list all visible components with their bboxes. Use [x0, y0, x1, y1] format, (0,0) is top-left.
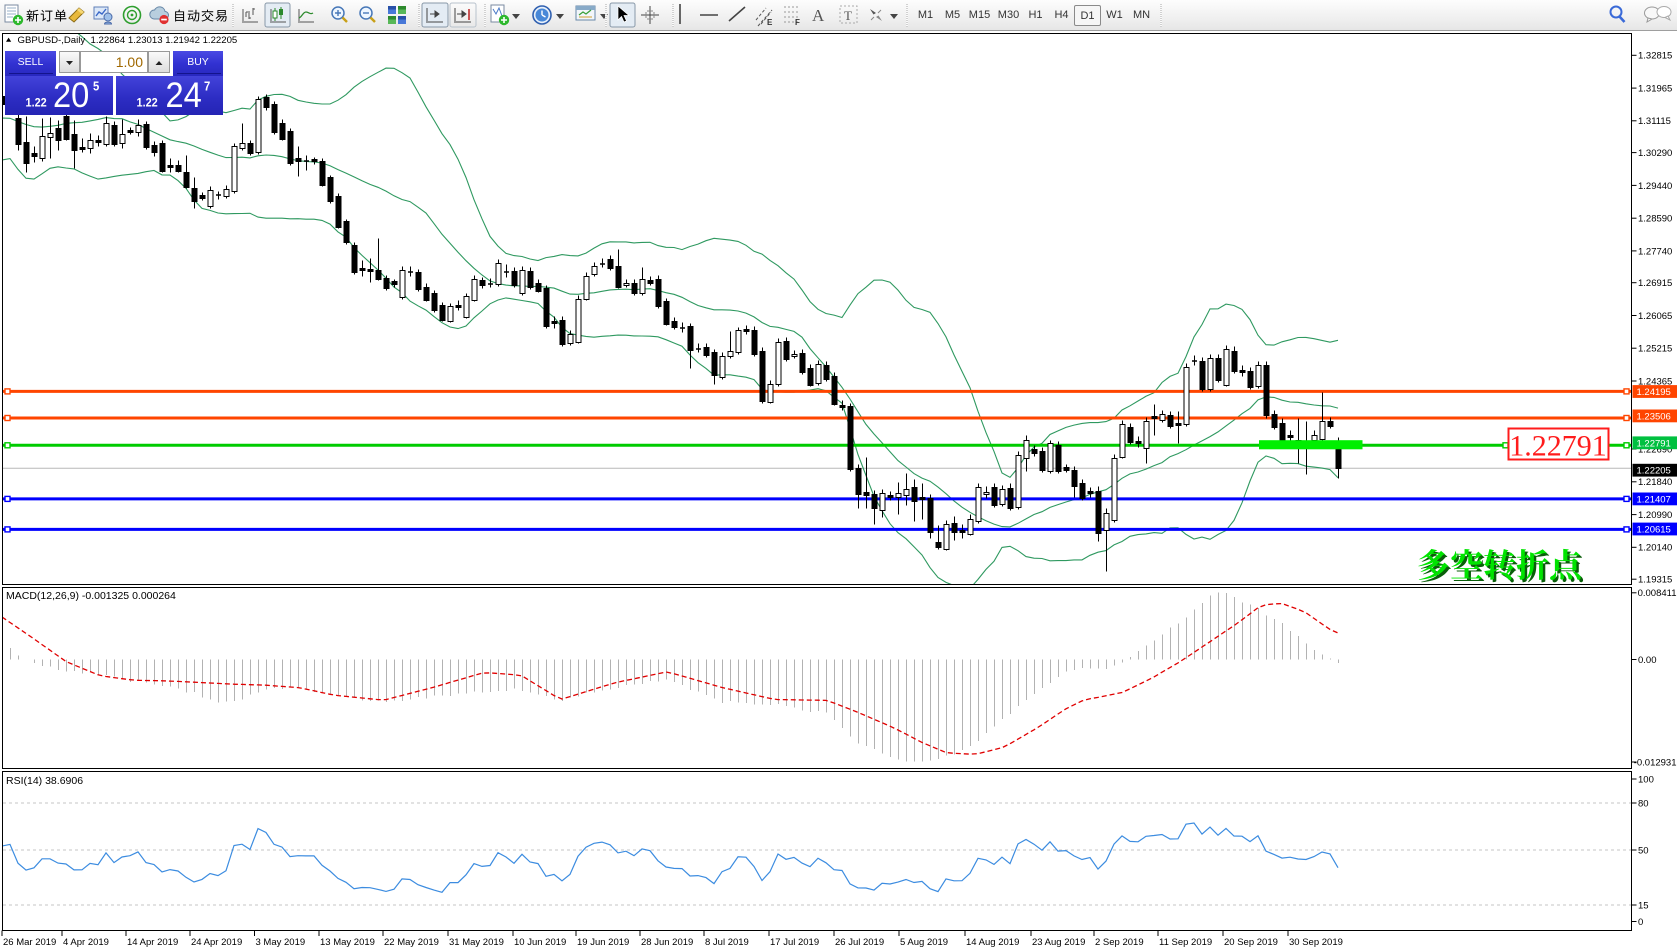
- svg-text:50: 50: [1638, 845, 1649, 856]
- svg-text:1.27740: 1.27740: [1638, 246, 1672, 257]
- svg-text:1.26915: 1.26915: [1638, 278, 1672, 289]
- svg-text:20 Sep 2019: 20 Sep 2019: [1224, 937, 1278, 948]
- svg-text:1.31965: 1.31965: [1638, 84, 1672, 95]
- svg-text:0: 0: [1638, 917, 1643, 928]
- svg-text:1.25215: 1.25215: [1638, 344, 1672, 355]
- svg-text:0.008411: 0.008411: [1638, 588, 1677, 599]
- svg-text:A: A: [812, 6, 825, 25]
- svg-text:1.23506: 1.23506: [1637, 411, 1671, 422]
- svg-text:1.19315: 1.19315: [1638, 575, 1672, 586]
- svg-text:1.28590: 1.28590: [1638, 214, 1672, 225]
- svg-text:100: 100: [1638, 774, 1654, 785]
- svg-text:7: 7: [204, 79, 211, 94]
- svg-text:5 Aug 2019: 5 Aug 2019: [900, 937, 948, 948]
- svg-text:17 Jul 2019: 17 Jul 2019: [770, 937, 819, 948]
- svg-text:23 Aug 2019: 23 Aug 2019: [1032, 937, 1085, 948]
- svg-text:1.31115: 1.31115: [1638, 116, 1671, 127]
- svg-text:T: T: [844, 8, 852, 23]
- svg-text:0.00: 0.00: [1638, 655, 1657, 666]
- svg-text:30 Sep 2019: 30 Sep 2019: [1289, 937, 1343, 948]
- svg-text:1.32815: 1.32815: [1638, 51, 1672, 62]
- svg-text:1.30290: 1.30290: [1638, 148, 1672, 159]
- svg-text:1.22: 1.22: [137, 97, 158, 109]
- svg-text:22 May 2019: 22 May 2019: [384, 937, 439, 948]
- svg-text:31 May 2019: 31 May 2019: [449, 937, 504, 948]
- svg-text:5: 5: [93, 79, 100, 94]
- svg-text:F: F: [795, 18, 800, 27]
- svg-text:28 Jun 2019: 28 Jun 2019: [641, 937, 693, 948]
- svg-text:1.22: 1.22: [26, 97, 47, 109]
- svg-text:14 Apr 2019: 14 Apr 2019: [127, 937, 178, 948]
- svg-text:3 May 2019: 3 May 2019: [256, 937, 306, 948]
- svg-text:1.26065: 1.26065: [1638, 311, 1672, 322]
- svg-text:MACD(12,26,9) -0.001325 0.0002: MACD(12,26,9) -0.001325 0.000264: [6, 590, 176, 602]
- svg-text:1.22791: 1.22791: [1509, 430, 1607, 463]
- svg-text:2 Sep 2019: 2 Sep 2019: [1095, 937, 1144, 948]
- svg-text:1.21407: 1.21407: [1637, 494, 1671, 505]
- svg-text:10 Jun 2019: 10 Jun 2019: [514, 937, 566, 948]
- svg-text:8 Jul 2019: 8 Jul 2019: [705, 937, 749, 948]
- svg-text:24 Apr 2019: 24 Apr 2019: [191, 937, 242, 948]
- svg-text:1.29440: 1.29440: [1638, 181, 1672, 192]
- svg-text:-0.012931: -0.012931: [1634, 757, 1677, 768]
- svg-text:26 Jul 2019: 26 Jul 2019: [835, 937, 884, 948]
- svg-text:GBPUSD-,Daily 1.22864 1.23013: GBPUSD-,Daily 1.22864 1.23013 1.21942 1.…: [18, 35, 238, 46]
- svg-text:20: 20: [53, 76, 89, 115]
- svg-text:RSI(14) 38.6906: RSI(14) 38.6906: [6, 775, 83, 787]
- svg-text:13 May 2019: 13 May 2019: [320, 937, 375, 948]
- svg-text:26 Mar 2019: 26 Mar 2019: [3, 937, 56, 948]
- svg-text:24: 24: [166, 76, 202, 115]
- svg-text:1.22205: 1.22205: [1637, 466, 1671, 477]
- svg-text:E: E: [767, 18, 773, 27]
- svg-text:19 Jun 2019: 19 Jun 2019: [577, 937, 629, 948]
- svg-text:14 Aug 2019: 14 Aug 2019: [966, 937, 1019, 948]
- svg-text:1.20990: 1.20990: [1638, 510, 1672, 521]
- svg-text:1.24195: 1.24195: [1637, 387, 1671, 398]
- svg-text:1.20140: 1.20140: [1638, 543, 1672, 554]
- svg-text:1.21840: 1.21840: [1638, 477, 1672, 488]
- svg-text:1.22791: 1.22791: [1637, 438, 1671, 449]
- svg-text:1.24365: 1.24365: [1638, 376, 1672, 387]
- svg-text:80: 80: [1638, 798, 1649, 809]
- svg-text:4 Apr 2019: 4 Apr 2019: [63, 937, 109, 948]
- svg-text:1.20615: 1.20615: [1637, 525, 1671, 536]
- svg-text:15: 15: [1638, 900, 1649, 911]
- svg-text:1.22690: 1.22690: [1638, 444, 1672, 455]
- svg-text:11 Sep 2019: 11 Sep 2019: [1159, 937, 1212, 948]
